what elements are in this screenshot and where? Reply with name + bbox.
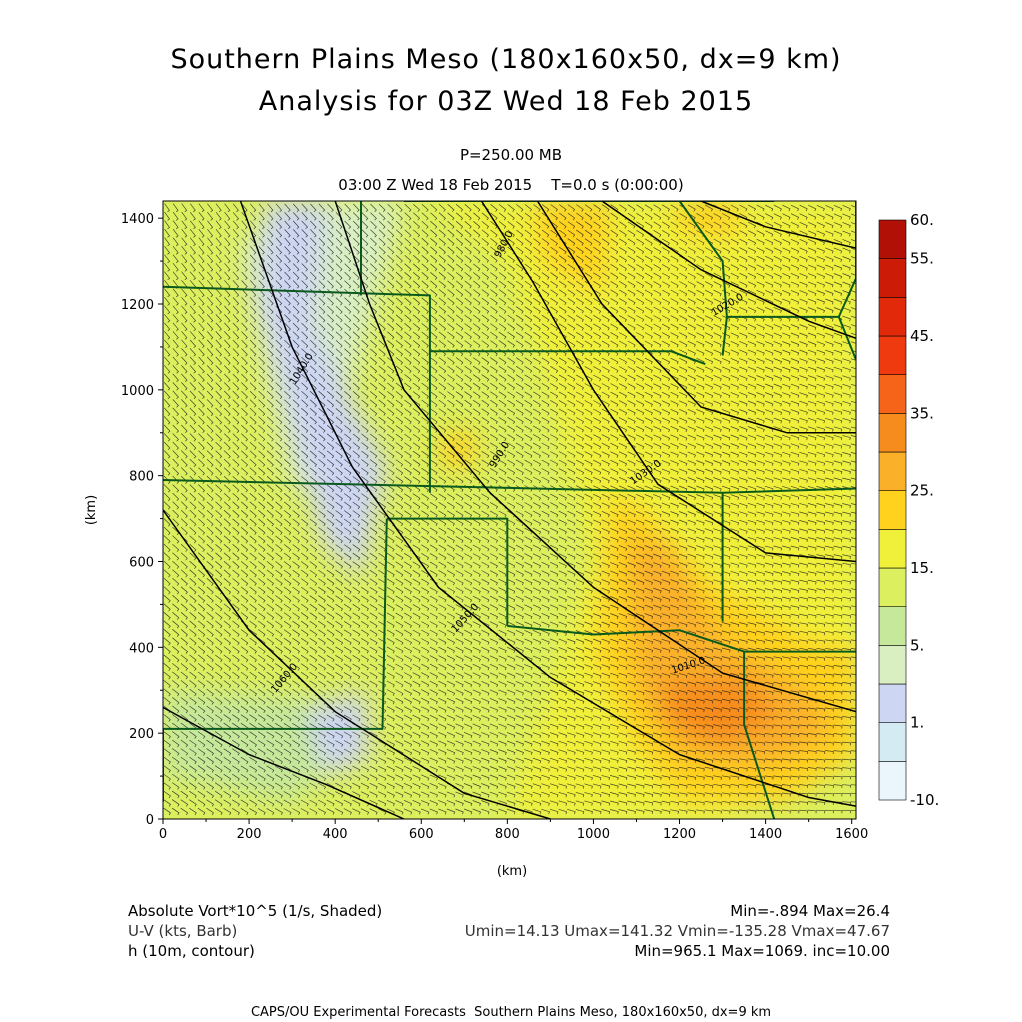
state-boundary-9 xyxy=(507,624,856,653)
state-boundary-2 xyxy=(429,350,706,366)
colorbar-swatch-1 xyxy=(878,722,907,762)
colorbar-label-0: 60. xyxy=(910,211,934,229)
colorbar-swatch-6 xyxy=(878,528,907,569)
colorbar-label-1: 55. xyxy=(910,250,934,268)
height-contour-5 xyxy=(536,201,856,434)
colorbar-label-4: 25. xyxy=(910,482,934,500)
height-contour-3 xyxy=(334,201,856,713)
colorbar-label-2: 45. xyxy=(910,327,934,345)
x-tick-label-0: 0 xyxy=(159,827,167,842)
state-boundary-4 xyxy=(386,517,509,626)
colorbar-swatch-7 xyxy=(878,490,907,530)
colorbar-label-5: 15. xyxy=(910,559,934,577)
plot-frame xyxy=(162,200,857,820)
colorbar-label-8: -10. xyxy=(910,791,939,809)
chart-title-line2: Analysis for 03Z Wed 18 Feb 2015 xyxy=(258,86,754,117)
y-tick-label-7: 1400 xyxy=(121,212,154,227)
colorbar-swatch-14 xyxy=(878,219,907,260)
vorticity-zone-10 xyxy=(662,677,779,746)
y-tick-label-0: 0 xyxy=(146,813,154,828)
colorbar-swatch-10 xyxy=(878,374,907,414)
colorbar-swatch-13 xyxy=(878,258,907,298)
x-tick-label-1: 200 xyxy=(237,827,262,842)
colorbar-swatch-0 xyxy=(878,760,907,801)
legend-contour-stats: Min=965.1 Max=1069. inc=10.00 xyxy=(634,942,890,960)
y-tick-label-6: 1200 xyxy=(121,298,154,313)
state-boundary-12 xyxy=(837,201,856,318)
colorbar-swatch-12 xyxy=(878,296,907,337)
vorticity-zone-8 xyxy=(438,432,478,468)
state-boundary-0 xyxy=(163,285,431,493)
footer-credit: CAPS/OU Experimental Forecasts Southern … xyxy=(250,1005,772,1020)
height-contour-6 xyxy=(601,201,856,340)
colorbar-swatch-2 xyxy=(878,683,907,724)
height-contour-7 xyxy=(700,201,856,249)
x-tick-label-7: 1400 xyxy=(749,827,782,842)
legend-contour-name: h (10m, contour) xyxy=(128,942,255,960)
plot-area: 1060.01050.01040.01030.01020.01010.0990.… xyxy=(84,200,939,879)
x-tick-label-2: 400 xyxy=(323,827,348,842)
legend-shaded-name: Absolute Vort*10^5 (1/s, Shaded) xyxy=(128,902,383,920)
legend-barb-stats: Umin=14.13 Umax=141.32 Vmin=-135.28 Vmax… xyxy=(464,922,890,940)
chart-title-line1: Southern Plains Meso (180x160x50, dx=9 k… xyxy=(170,44,842,75)
colorbar-swatch-3 xyxy=(878,644,907,685)
y-tick-label-1: 200 xyxy=(129,727,154,742)
height-contour-1 xyxy=(163,509,551,819)
colorbar-swatch-8 xyxy=(878,451,907,492)
y-tick-label-3: 600 xyxy=(129,556,154,571)
colorbar-swatch-11 xyxy=(878,335,907,376)
y-axis-label: (km) xyxy=(84,495,99,525)
state-boundary-8 xyxy=(721,315,856,361)
vorticity-zone-0 xyxy=(163,690,336,802)
legend-barb-name: U-V (kts, Barb) xyxy=(128,922,238,940)
legend-shaded-stats: Min=-.894 Max=26.4 xyxy=(730,902,890,920)
x-tick-label-8: 1600 xyxy=(835,827,868,842)
y-tick-label-5: 1000 xyxy=(121,384,154,399)
y-tick-label-4: 800 xyxy=(129,470,154,485)
x-tick-label-4: 800 xyxy=(495,827,520,842)
x-tick-label-5: 1000 xyxy=(577,827,610,842)
state-boundary-10 xyxy=(743,651,776,819)
y-tick-label-2: 400 xyxy=(129,641,154,656)
colorbar-label-6: 5. xyxy=(910,636,924,654)
height-contour-4 xyxy=(480,201,856,563)
valid-time-label: 03:00 Z Wed 18 Feb 2015 T=0.0 s (0:00:00… xyxy=(338,176,684,194)
state-boundary-11 xyxy=(678,201,728,317)
colorbar-swatch-4 xyxy=(878,606,907,646)
x-axis-label: (km) xyxy=(497,864,527,879)
wind-barbs xyxy=(163,203,856,816)
state-boundary-5 xyxy=(163,518,388,802)
x-tick-label-3: 600 xyxy=(409,827,434,842)
colorbar-swatch-9 xyxy=(878,412,907,453)
pressure-level-label: P=250.00 MB xyxy=(459,146,563,164)
colorbar-swatch-5 xyxy=(878,567,907,608)
colorbar-label-7: 1. xyxy=(910,714,924,732)
height-contour-2 xyxy=(239,201,856,807)
x-tick-label-6: 1200 xyxy=(663,827,696,842)
colorbar-label-3: 35. xyxy=(910,404,934,422)
height-contour-0 xyxy=(163,706,405,819)
